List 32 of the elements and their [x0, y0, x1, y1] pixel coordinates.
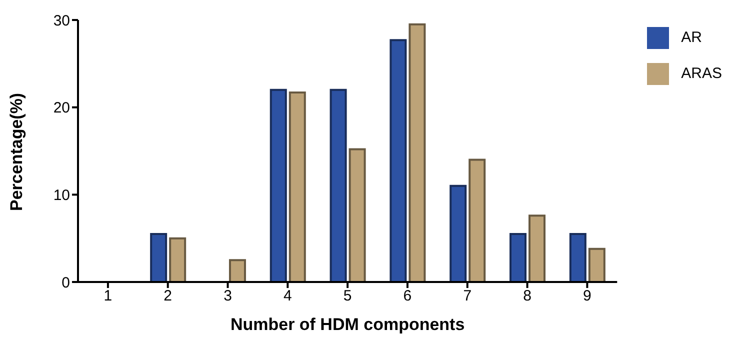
x-tick-label: 6 — [403, 288, 412, 305]
bar — [510, 232, 527, 282]
x-tick-label: 5 — [343, 288, 352, 305]
bar — [390, 39, 407, 282]
bar — [169, 237, 186, 282]
bar — [348, 148, 366, 282]
legend-label: AR — [681, 29, 702, 46]
bar — [228, 259, 246, 282]
y-tick-label: 10 — [53, 186, 70, 204]
bar — [330, 88, 347, 282]
x-tick-label: 7 — [463, 288, 472, 305]
x-tick-label: 3 — [224, 288, 232, 305]
y-tick-label: 20 — [53, 100, 70, 117]
x-tick-label: 8 — [523, 288, 532, 305]
legend-label: ARAS — [681, 65, 722, 82]
bar — [150, 232, 168, 282]
bar — [588, 248, 606, 282]
x-axis-title: Number of HDM components — [230, 315, 465, 334]
bar — [569, 232, 586, 282]
bar — [408, 23, 426, 282]
x-tick-label: 1 — [104, 288, 112, 305]
x-tick-label: 9 — [583, 288, 592, 305]
bar — [468, 158, 486, 282]
bar — [528, 214, 546, 282]
bar — [288, 91, 306, 282]
bar — [270, 88, 287, 282]
y-tick-label: 0 — [62, 274, 70, 292]
x-tick-label: 2 — [164, 288, 172, 305]
x-tick-label: 4 — [283, 288, 292, 305]
y-tick-label: 30 — [53, 12, 70, 30]
bar — [450, 184, 467, 282]
y-axis-title: Percentage(%) — [7, 92, 26, 211]
